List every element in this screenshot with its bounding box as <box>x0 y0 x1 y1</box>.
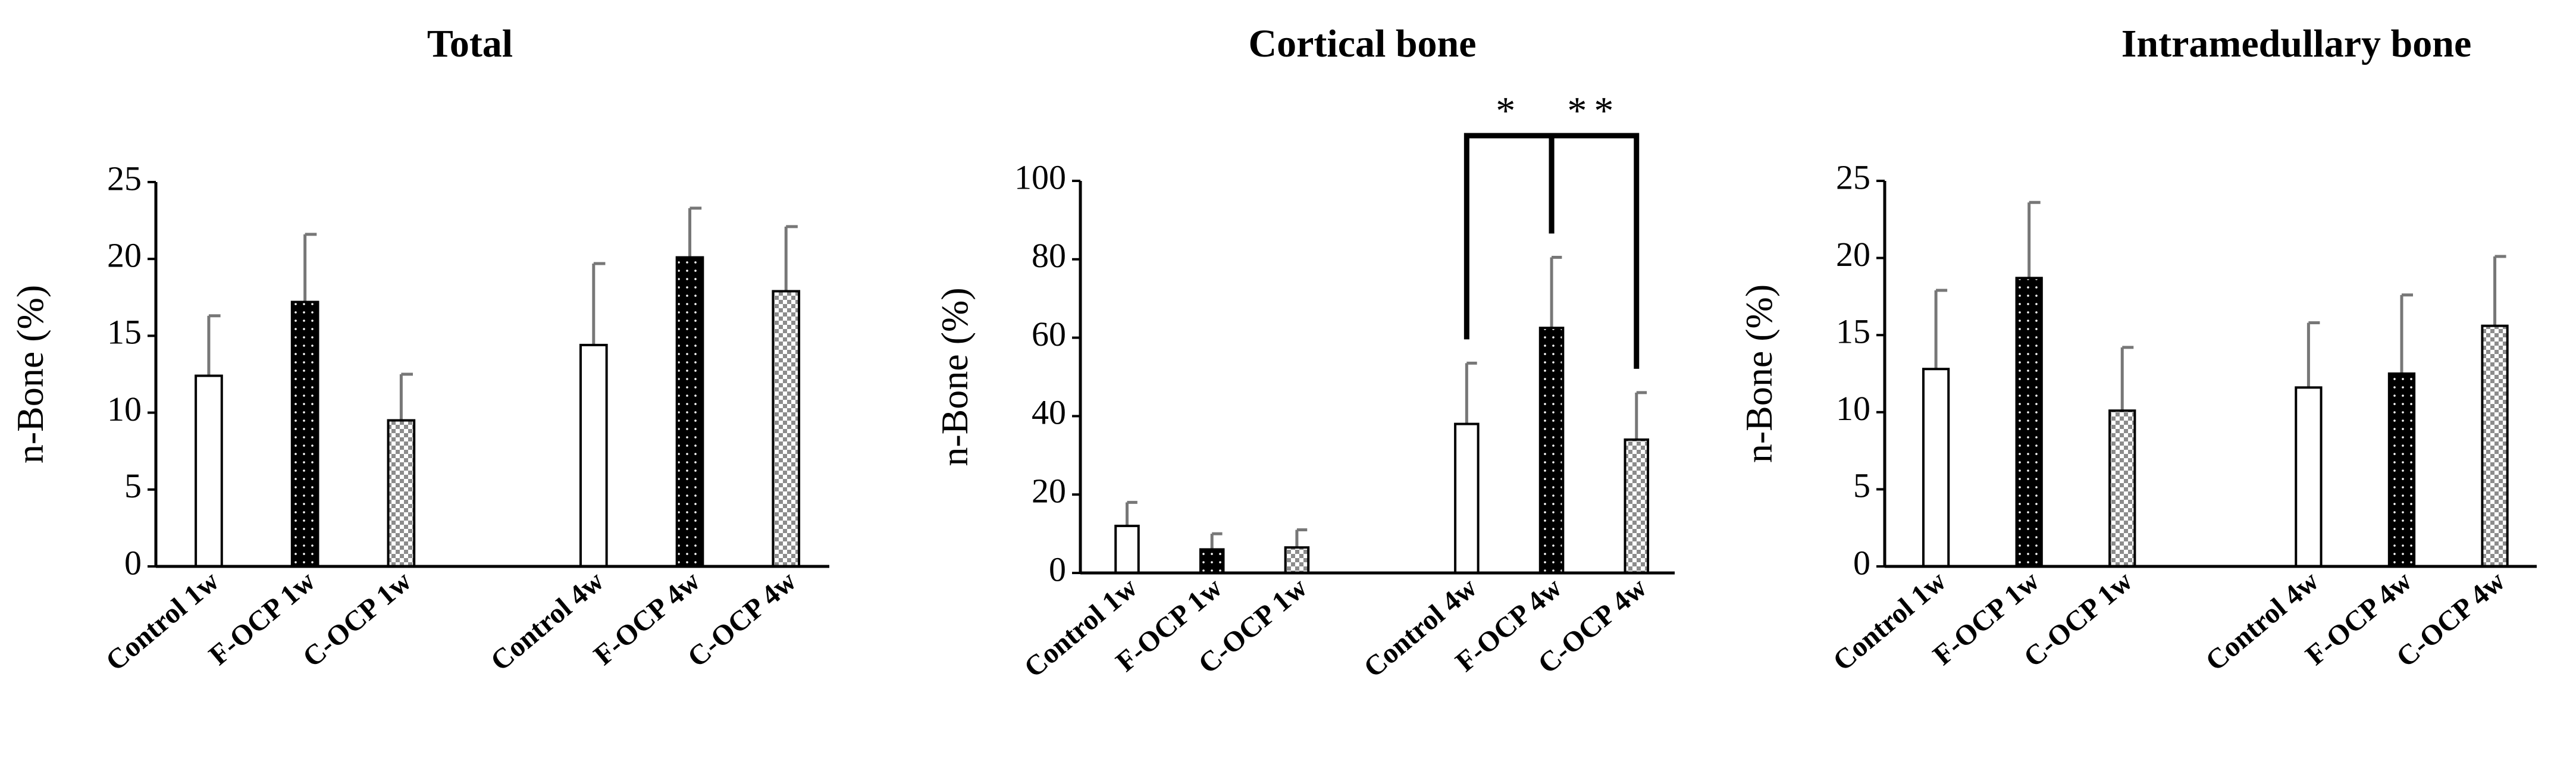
y-tick-label: 5 <box>124 466 142 505</box>
y-axis-label: n-Bone (%) <box>933 287 976 466</box>
y-tick-label: 25 <box>107 159 142 198</box>
bar <box>772 290 801 568</box>
y-tick-label: 40 <box>1032 393 1066 432</box>
y-tick-label: 5 <box>1853 466 1870 505</box>
y-tick-label: 10 <box>1836 389 1870 428</box>
bar <box>1284 546 1310 574</box>
bracket-line <box>1549 133 1640 369</box>
bar <box>195 374 223 568</box>
bar <box>1922 368 1950 568</box>
y-tick-label: 100 <box>1014 158 1066 196</box>
bar <box>579 343 608 568</box>
y-tick-label: 20 <box>1032 472 1066 510</box>
y-axis-label: n-Bone (%) <box>9 285 51 463</box>
y-tick-label: 80 <box>1032 236 1066 275</box>
bar <box>1454 422 1480 575</box>
bar <box>2108 409 2136 568</box>
significance-label: ** <box>1567 89 1621 133</box>
bar <box>1199 548 1225 575</box>
chart-title: Total <box>427 22 513 65</box>
significance-bracket: ** <box>1549 89 1640 369</box>
bar <box>1624 438 1650 574</box>
chart-title: Cortical bone <box>1248 22 1476 65</box>
x-tick-label: Control 4w <box>2199 565 2324 678</box>
x-tick-label: C-OCP 4w <box>682 565 803 674</box>
y-tick-label: 0 <box>1049 550 1066 588</box>
y-tick-label: 60 <box>1032 315 1066 353</box>
bar <box>2387 372 2416 568</box>
y-tick-label: 20 <box>107 236 142 275</box>
bar <box>387 419 416 568</box>
y-tick-label: 15 <box>107 313 142 352</box>
x-tick-label: Control 4w <box>485 565 610 678</box>
bar <box>290 300 319 568</box>
bar <box>1114 524 1140 574</box>
y-tick-label: 0 <box>1853 543 1870 582</box>
y-axis-label: n-Bone (%) <box>1738 284 1780 463</box>
bar <box>2295 386 2323 568</box>
bar <box>1538 327 1565 574</box>
x-tick-label: C-OCP 1w <box>297 565 418 674</box>
bar <box>2015 277 2043 568</box>
y-tick-label: 25 <box>1836 158 1870 196</box>
significance-bracket: * <box>1464 89 1555 340</box>
bar <box>2481 324 2509 568</box>
y-tick-label: 15 <box>1836 312 1870 351</box>
bracket-line <box>1464 133 1555 340</box>
chart-title: Intramedullary bone <box>2121 22 2472 65</box>
bar <box>675 256 704 568</box>
y-tick-label: 10 <box>107 390 142 428</box>
x-tick-label: Control 1w <box>100 565 225 678</box>
y-tick-label: 20 <box>1836 235 1870 274</box>
significance-label: * <box>1496 89 1522 133</box>
x-tick-label: Control 1w <box>1827 565 1952 678</box>
y-tick-label: 0 <box>124 543 142 582</box>
